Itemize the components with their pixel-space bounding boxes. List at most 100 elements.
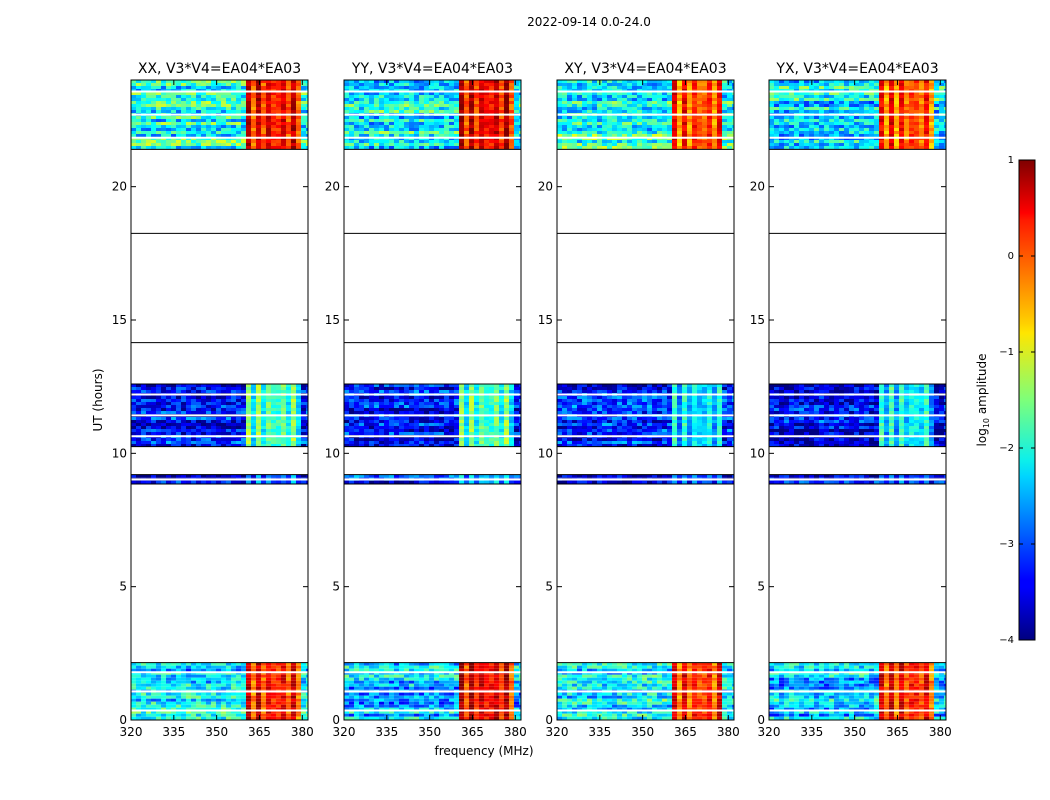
heatmap-cell xyxy=(306,707,308,711)
heatmap-cell xyxy=(439,480,444,484)
heatmap-cell xyxy=(141,146,146,149)
heatmap-cell xyxy=(271,423,276,426)
heatmap-cell xyxy=(176,674,181,678)
heatmap-cell xyxy=(499,668,504,672)
heatmap-cell xyxy=(231,92,236,95)
heatmap-cell xyxy=(469,423,474,426)
heatmap-cell xyxy=(226,390,231,393)
heatmap-cell xyxy=(241,125,246,128)
heatmap-cell xyxy=(464,429,469,432)
heatmap-cell xyxy=(394,143,399,146)
heatmap-cell xyxy=(434,396,439,399)
heatmap-cell xyxy=(479,122,484,125)
heatmap-cell xyxy=(296,695,301,699)
heatmap-cell xyxy=(226,686,231,690)
heatmap-cell xyxy=(429,146,434,149)
heatmap-cell xyxy=(454,384,459,387)
heatmap-cell xyxy=(216,707,221,711)
heatmap-cell xyxy=(261,131,266,134)
heatmap-cell xyxy=(296,98,301,101)
heatmap-cell xyxy=(439,128,444,131)
heatmap-cell xyxy=(369,474,374,478)
heatmap-cell xyxy=(444,441,449,444)
heatmap-cell xyxy=(364,119,369,122)
heatmap-cell xyxy=(186,441,191,444)
heatmap-cell xyxy=(494,107,499,110)
heatmap-cell xyxy=(369,140,374,143)
heatmap-cell xyxy=(156,399,161,402)
heatmap-cell xyxy=(141,140,146,143)
heatmap-cell xyxy=(201,408,206,411)
heatmap-cell xyxy=(399,89,404,92)
heatmap-cell xyxy=(216,405,221,408)
heatmap-cell xyxy=(136,665,141,669)
heatmap-cell xyxy=(141,423,146,426)
heatmap-cell xyxy=(454,426,459,429)
heatmap-cell xyxy=(281,420,286,423)
heatmap-cell xyxy=(344,474,349,478)
heatmap-cell xyxy=(504,716,509,720)
heatmap-cell xyxy=(459,116,464,119)
heatmap-cell xyxy=(241,704,246,708)
heatmap-cell xyxy=(181,701,186,705)
heatmap-cell xyxy=(146,396,151,399)
heatmap-cell xyxy=(419,107,424,110)
heatmap-cell xyxy=(306,441,308,444)
heatmap-cell xyxy=(514,432,519,435)
heatmap-cell xyxy=(504,89,509,92)
heatmap-cell xyxy=(404,405,409,408)
heatmap-cell xyxy=(494,131,499,134)
heatmap-cell xyxy=(434,146,439,149)
heatmap-cell xyxy=(369,131,374,134)
heatmap-cell xyxy=(484,695,489,699)
heatmap-cell xyxy=(206,474,211,478)
heatmap-cell xyxy=(271,107,276,110)
heatmap-cell xyxy=(156,95,161,98)
heatmap-cell xyxy=(216,119,221,122)
heatmap-cell xyxy=(216,402,221,405)
heatmap-cell xyxy=(504,83,509,86)
heatmap-cell xyxy=(201,80,206,83)
heatmap-cell xyxy=(291,480,296,484)
heatmap-cell xyxy=(156,480,161,484)
heatmap-cell xyxy=(344,104,349,107)
heatmap-cell xyxy=(394,701,399,705)
heatmap-cell xyxy=(281,423,286,426)
heatmap-cell xyxy=(469,119,474,122)
heatmap-cell xyxy=(271,683,276,687)
heatmap-cell xyxy=(344,662,349,666)
heatmap-cell xyxy=(459,411,464,414)
heatmap-cell xyxy=(399,662,404,666)
heatmap-cell xyxy=(166,128,171,131)
heatmap-cell xyxy=(459,665,464,669)
heatmap-cell xyxy=(479,119,484,122)
heatmap-cell xyxy=(484,83,489,86)
heatmap-cell xyxy=(201,695,206,699)
heatmap-cell xyxy=(246,408,251,411)
heatmap-cell xyxy=(399,411,404,414)
heatmap-cell xyxy=(374,89,379,92)
heatmap-cell xyxy=(409,134,414,137)
heatmap-cell xyxy=(266,384,271,387)
heatmap-cell xyxy=(201,662,206,666)
heatmap-cell xyxy=(394,480,399,484)
heatmap-cell xyxy=(191,134,196,137)
heatmap-cell xyxy=(464,444,469,447)
heatmap-cell xyxy=(369,125,374,128)
heatmap-cell xyxy=(286,384,291,387)
heatmap-cell xyxy=(439,665,444,669)
heatmap-cell xyxy=(131,683,136,687)
heatmap-cell xyxy=(459,95,464,98)
heatmap-cell xyxy=(439,95,444,98)
heatmap-cell xyxy=(349,399,354,402)
heatmap-cell xyxy=(454,674,459,678)
heatmap-cell xyxy=(454,101,459,104)
heatmap-cell xyxy=(389,92,394,95)
heatmap-cell xyxy=(429,426,434,429)
heatmap-cell xyxy=(379,417,384,420)
heatmap-cell xyxy=(226,444,231,447)
heatmap-cell xyxy=(176,441,181,444)
heatmap-cell xyxy=(151,665,156,669)
heatmap-cell xyxy=(479,686,484,690)
heatmap-cell xyxy=(489,387,494,390)
